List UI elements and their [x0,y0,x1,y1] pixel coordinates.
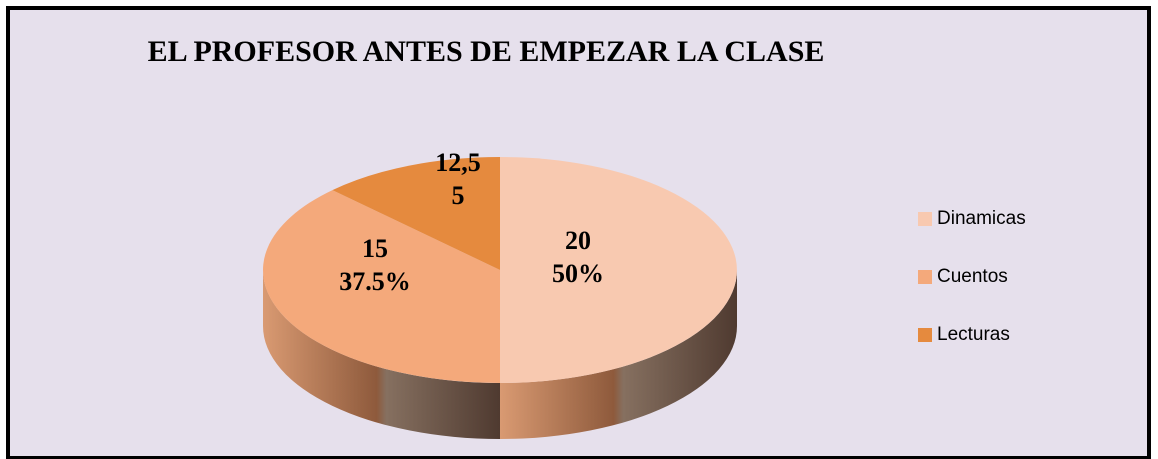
legend-swatch [918,212,932,226]
legend-label: Dinamicas [937,208,1026,229]
pie-slice [500,157,737,383]
data-label: 12,5 [435,148,481,177]
data-label: 5 [452,181,465,210]
data-label: 37.5% [339,267,411,296]
pie-side [500,270,737,439]
legend-swatch [918,328,932,342]
pie-slice [263,190,500,383]
data-label: 20 [565,226,591,255]
legend-label: Cuentos [937,266,1008,287]
legend-label: Lecturas [937,324,1010,345]
pie-slice [332,157,500,270]
data-label: 15 [362,234,388,263]
data-label: 50% [552,259,604,288]
pie-side [263,270,500,439]
legend-swatch [918,270,932,284]
chart-title: EL PROFESOR ANTES DE EMPEZAR LA CLASE [148,35,825,68]
